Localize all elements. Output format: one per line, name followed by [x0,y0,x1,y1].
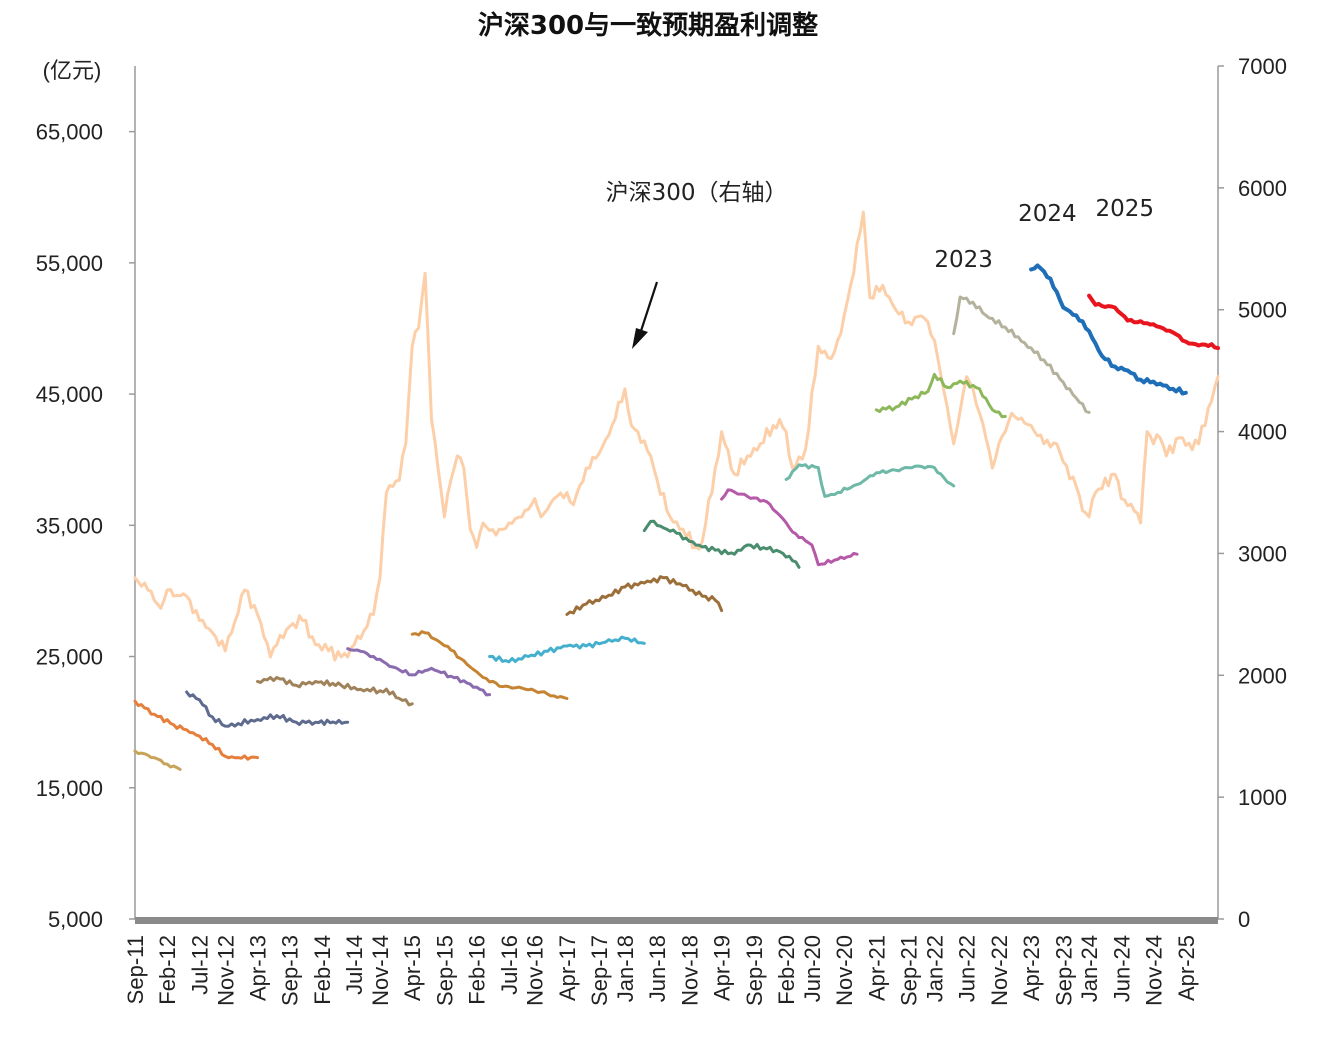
x-tick-label: Apr-25 [1174,935,1199,1001]
plot-area [133,210,1220,771]
x-tick-label: Feb-12 [155,935,180,1005]
earnings-forecast-line [346,647,492,697]
right-tick-label: 7000 [1238,54,1287,79]
left-axis: 5,000 15,000 25,000 35,000 45,000 55,000 65,00… [36,66,136,932]
x-tick-label: Nov-24 [1142,935,1167,1006]
x-tick-label: Nov-22 [987,935,1012,1006]
annotation-arrow [632,281,659,349]
earnings-forecast-line [1087,293,1220,351]
right-tick-label: 4000 [1238,420,1287,445]
x-tick-label: Sep-13 [278,935,303,1006]
earnings-forecast-line [185,690,350,728]
earnings-forecast-line [952,295,1091,414]
csi300-index-line [133,210,1220,662]
left-tick-label: 65,000 [36,120,103,145]
x-tick-label: Feb-16 [465,935,490,1005]
x-tick-label: Jan-18 [613,935,638,1002]
annotations: 沪深300（右轴） 2023 2024 2025 [606,180,1154,273]
earnings-forecast-line [133,699,259,761]
left-tick-label: 45,000 [36,382,103,407]
x-tick-label: Jun-24 [1109,935,1134,1002]
x-tick-label: Jun-20 [800,935,825,1002]
x-tick-label: Nov-20 [832,935,857,1006]
x-tick-label: Apr-13 [245,935,270,1001]
x-tick-label: Apr-19 [710,935,735,1001]
earnings-forecast-line [642,519,801,569]
earnings-forecast-line [874,372,1007,419]
earnings-forecast-line [133,749,182,771]
x-tick-label: Jun-22 [955,935,980,1002]
x-tick-label: Sep-15 [432,935,457,1006]
x-tick-label: Sep-19 [742,935,767,1006]
earnings-forecast-line [488,635,646,664]
earnings-forecast-line [784,463,956,498]
x-tick-label: Nov-12 [213,935,238,1006]
right-tick-label: 0 [1238,907,1250,932]
earnings-forecast-line [410,630,569,700]
x-tick-label: Sep-23 [1051,935,1076,1006]
x-tick-label: Nov-16 [523,935,548,1006]
x-tick-label: Apr-23 [1019,935,1044,1001]
annotation-label: 沪深300（右轴） [606,180,788,206]
earnings-forecast-line [256,676,414,707]
left-tick-label: 25,000 [36,645,103,670]
x-tick-label: Jul-16 [497,935,522,995]
left-tick-label: 55,000 [36,251,103,276]
x-axis-line [135,917,1218,924]
x-tick-label: Nov-18 [677,935,702,1006]
left-tick-label: 15,000 [36,776,103,801]
x-tick-label: Jan-24 [1077,935,1102,1002]
x-tick-label: Jul-12 [187,935,212,995]
x-tick-label: Jun-18 [645,935,670,1002]
earnings-forecast-line [565,575,724,616]
right-tick-label: 3000 [1238,541,1287,566]
x-tick-label: Feb-20 [774,935,799,1005]
right-tick-label: 6000 [1238,176,1287,201]
right-tick-label: 5000 [1238,298,1287,323]
x-tick-label: Sep-17 [587,935,612,1006]
earnings-forecast-line [720,488,859,567]
annotation-label: 2024 [1018,201,1077,227]
x-tick-label: Nov-14 [368,935,393,1006]
x-tick-label: Jan-22 [922,935,947,1002]
x-tick-label: Sep-11 [123,935,148,1004]
annotation-label: 2025 [1096,196,1155,222]
x-tick-label: Apr-15 [400,935,425,1001]
annotation-label: 2023 [934,247,993,273]
left-axis-unit: (亿元) [43,58,102,83]
right-tick-label: 2000 [1238,663,1287,688]
left-tick-label: 5,000 [48,907,103,932]
x-tick-label: Jul-14 [342,935,367,995]
x-tick-label: Sep-21 [897,935,922,1006]
x-tick-label: Apr-17 [555,935,580,1001]
right-axis: 0 1000 2000 3000 4000 5000 6000 7000 [1217,54,1287,932]
left-tick-label: 35,000 [36,513,103,538]
x-tick-label: Feb-14 [310,935,335,1005]
x-tick-label: Apr-21 [864,935,889,1001]
x-axis: Sep-11 Feb-12 Jul-12 Nov-12 Apr-13 Sep-13 Feb-… [123,917,1218,1006]
chart-title: 沪深300与一致预期盈利调整 [478,10,818,41]
earnings-forecast-line [1029,263,1188,396]
right-tick-label: 1000 [1238,785,1287,810]
